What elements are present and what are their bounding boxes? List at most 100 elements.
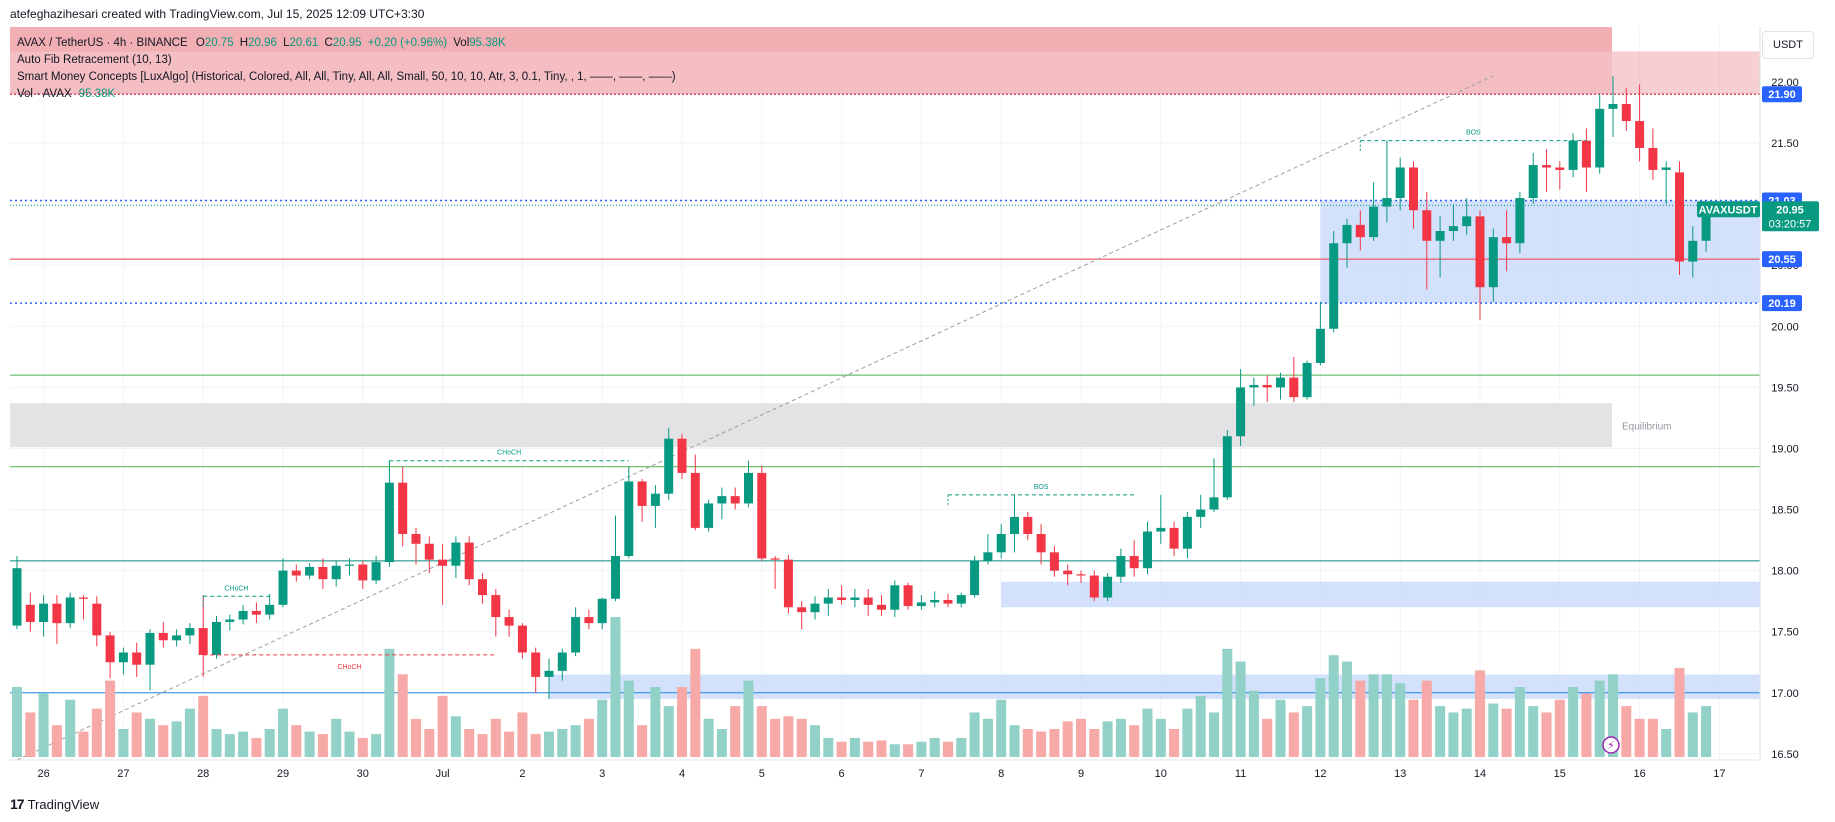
candle-body xyxy=(185,628,195,636)
x-tick-label: 29 xyxy=(277,768,289,780)
candle-body xyxy=(903,585,913,607)
volume-bar xyxy=(1182,708,1193,757)
candle-body xyxy=(1116,555,1126,577)
structure-label: BOS xyxy=(1034,484,1049,491)
volume-bar xyxy=(211,729,222,757)
bar-countdown: 03:20:57 xyxy=(1769,218,1812,230)
candle-body xyxy=(943,599,953,604)
volume-bar xyxy=(730,706,741,757)
volume-bar xyxy=(756,706,767,757)
currency-button[interactable]: USDT xyxy=(1762,31,1814,59)
price-label-bg xyxy=(1762,295,1802,312)
candle-body xyxy=(1422,210,1432,241)
volume-bar xyxy=(770,718,781,757)
volume-bar xyxy=(1155,718,1166,757)
candle-body xyxy=(544,670,554,677)
y-tick-label: 21.50 xyxy=(1771,138,1799,150)
volume-bar xyxy=(304,731,315,757)
volume-bar xyxy=(1222,648,1233,757)
candle-body xyxy=(79,597,88,599)
candle-body xyxy=(637,481,647,506)
y-tick-label: 17.50 xyxy=(1771,627,1799,639)
volume-bar xyxy=(1248,690,1259,757)
candle-body xyxy=(837,597,847,600)
symbol-tag: AVAXUSDT xyxy=(1699,204,1758,216)
candle-body xyxy=(1209,497,1219,510)
vol-study-label: Vol · AVAX xyxy=(17,88,72,100)
volume-bar xyxy=(1594,680,1605,757)
candle-body xyxy=(358,564,368,581)
volume-bar xyxy=(1674,667,1685,757)
volume-bar xyxy=(1235,661,1246,757)
volume-bar xyxy=(264,729,275,757)
x-tick-label: 5 xyxy=(759,768,765,780)
fib-study-label[interactable]: Auto Fib Retracement (10, 13) xyxy=(17,54,172,66)
volume-bar xyxy=(743,680,754,757)
volume-bar xyxy=(1009,725,1020,757)
x-tick-label: 2 xyxy=(519,768,525,780)
volume-bar xyxy=(1448,712,1459,757)
volume-bar xyxy=(570,725,581,757)
candle-body xyxy=(571,617,581,653)
vol-study-row[interactable]: Vol · AVAX 95.38K xyxy=(17,86,676,103)
volume-bar xyxy=(1701,706,1712,757)
candle-body xyxy=(956,595,966,604)
volume-bar xyxy=(291,725,302,757)
candle-body xyxy=(65,597,75,624)
volume-bar xyxy=(1115,718,1126,757)
candle-body xyxy=(278,570,288,605)
candle-body xyxy=(1515,198,1525,244)
open-value: 20.75 xyxy=(204,37,234,49)
volume-bar xyxy=(278,708,288,757)
volume-bar xyxy=(836,741,847,757)
volume-bar xyxy=(411,718,421,757)
volume-bar xyxy=(171,721,182,757)
volume-bar xyxy=(1568,687,1579,757)
current-price-bg xyxy=(1762,201,1819,232)
current-price: 20.95 xyxy=(1776,204,1804,216)
volume-bar xyxy=(424,729,435,757)
candle-body xyxy=(92,603,102,636)
x-tick-label: 12 xyxy=(1314,768,1326,780)
candle-body xyxy=(717,496,727,504)
volume-bar xyxy=(1395,683,1406,757)
candle-body xyxy=(251,610,261,615)
volume-bar xyxy=(450,716,461,757)
candle-body xyxy=(491,595,501,618)
volume-bar xyxy=(38,693,49,757)
vol-study-value: 95.38K xyxy=(78,88,116,100)
structure-label: CHoCH xyxy=(224,585,248,592)
candle-body xyxy=(1395,167,1405,199)
volume-bar xyxy=(357,737,368,757)
candle-body xyxy=(1648,147,1658,170)
volume-bar xyxy=(1169,729,1180,757)
low-label: L xyxy=(283,37,290,49)
candle-body xyxy=(212,621,221,655)
close-value: 20.95 xyxy=(332,37,362,49)
volume-bar xyxy=(464,729,475,757)
y-tick-label: 17.00 xyxy=(1771,688,1799,700)
candle-body xyxy=(25,604,35,622)
volume-bar xyxy=(663,706,674,757)
volume-bar xyxy=(557,729,568,757)
candle-body xyxy=(1369,206,1379,238)
smc-study-label[interactable]: Smart Money Concepts [LuxAlgo] (Historic… xyxy=(17,71,676,83)
candle-body xyxy=(930,599,940,603)
volume-bar xyxy=(1342,661,1352,757)
candle-body xyxy=(704,503,714,528)
candle-body xyxy=(118,652,128,663)
candle-body xyxy=(1089,575,1099,598)
volume-bar xyxy=(996,699,1007,757)
candle-body xyxy=(1302,362,1312,398)
price-label-bg xyxy=(1762,251,1802,268)
volume-bar xyxy=(131,712,142,757)
volume-bar xyxy=(583,718,594,757)
volume-bar xyxy=(863,741,874,757)
candle-body xyxy=(1276,377,1285,388)
symbol-name[interactable]: AVAX / TetherUS · 4h · BINANCE xyxy=(17,37,188,49)
y-tick-label: 18.00 xyxy=(1771,566,1799,578)
volume-bar xyxy=(544,731,554,757)
structure-label: CHoCH xyxy=(497,450,521,457)
x-tick-label: 10 xyxy=(1155,768,1167,780)
